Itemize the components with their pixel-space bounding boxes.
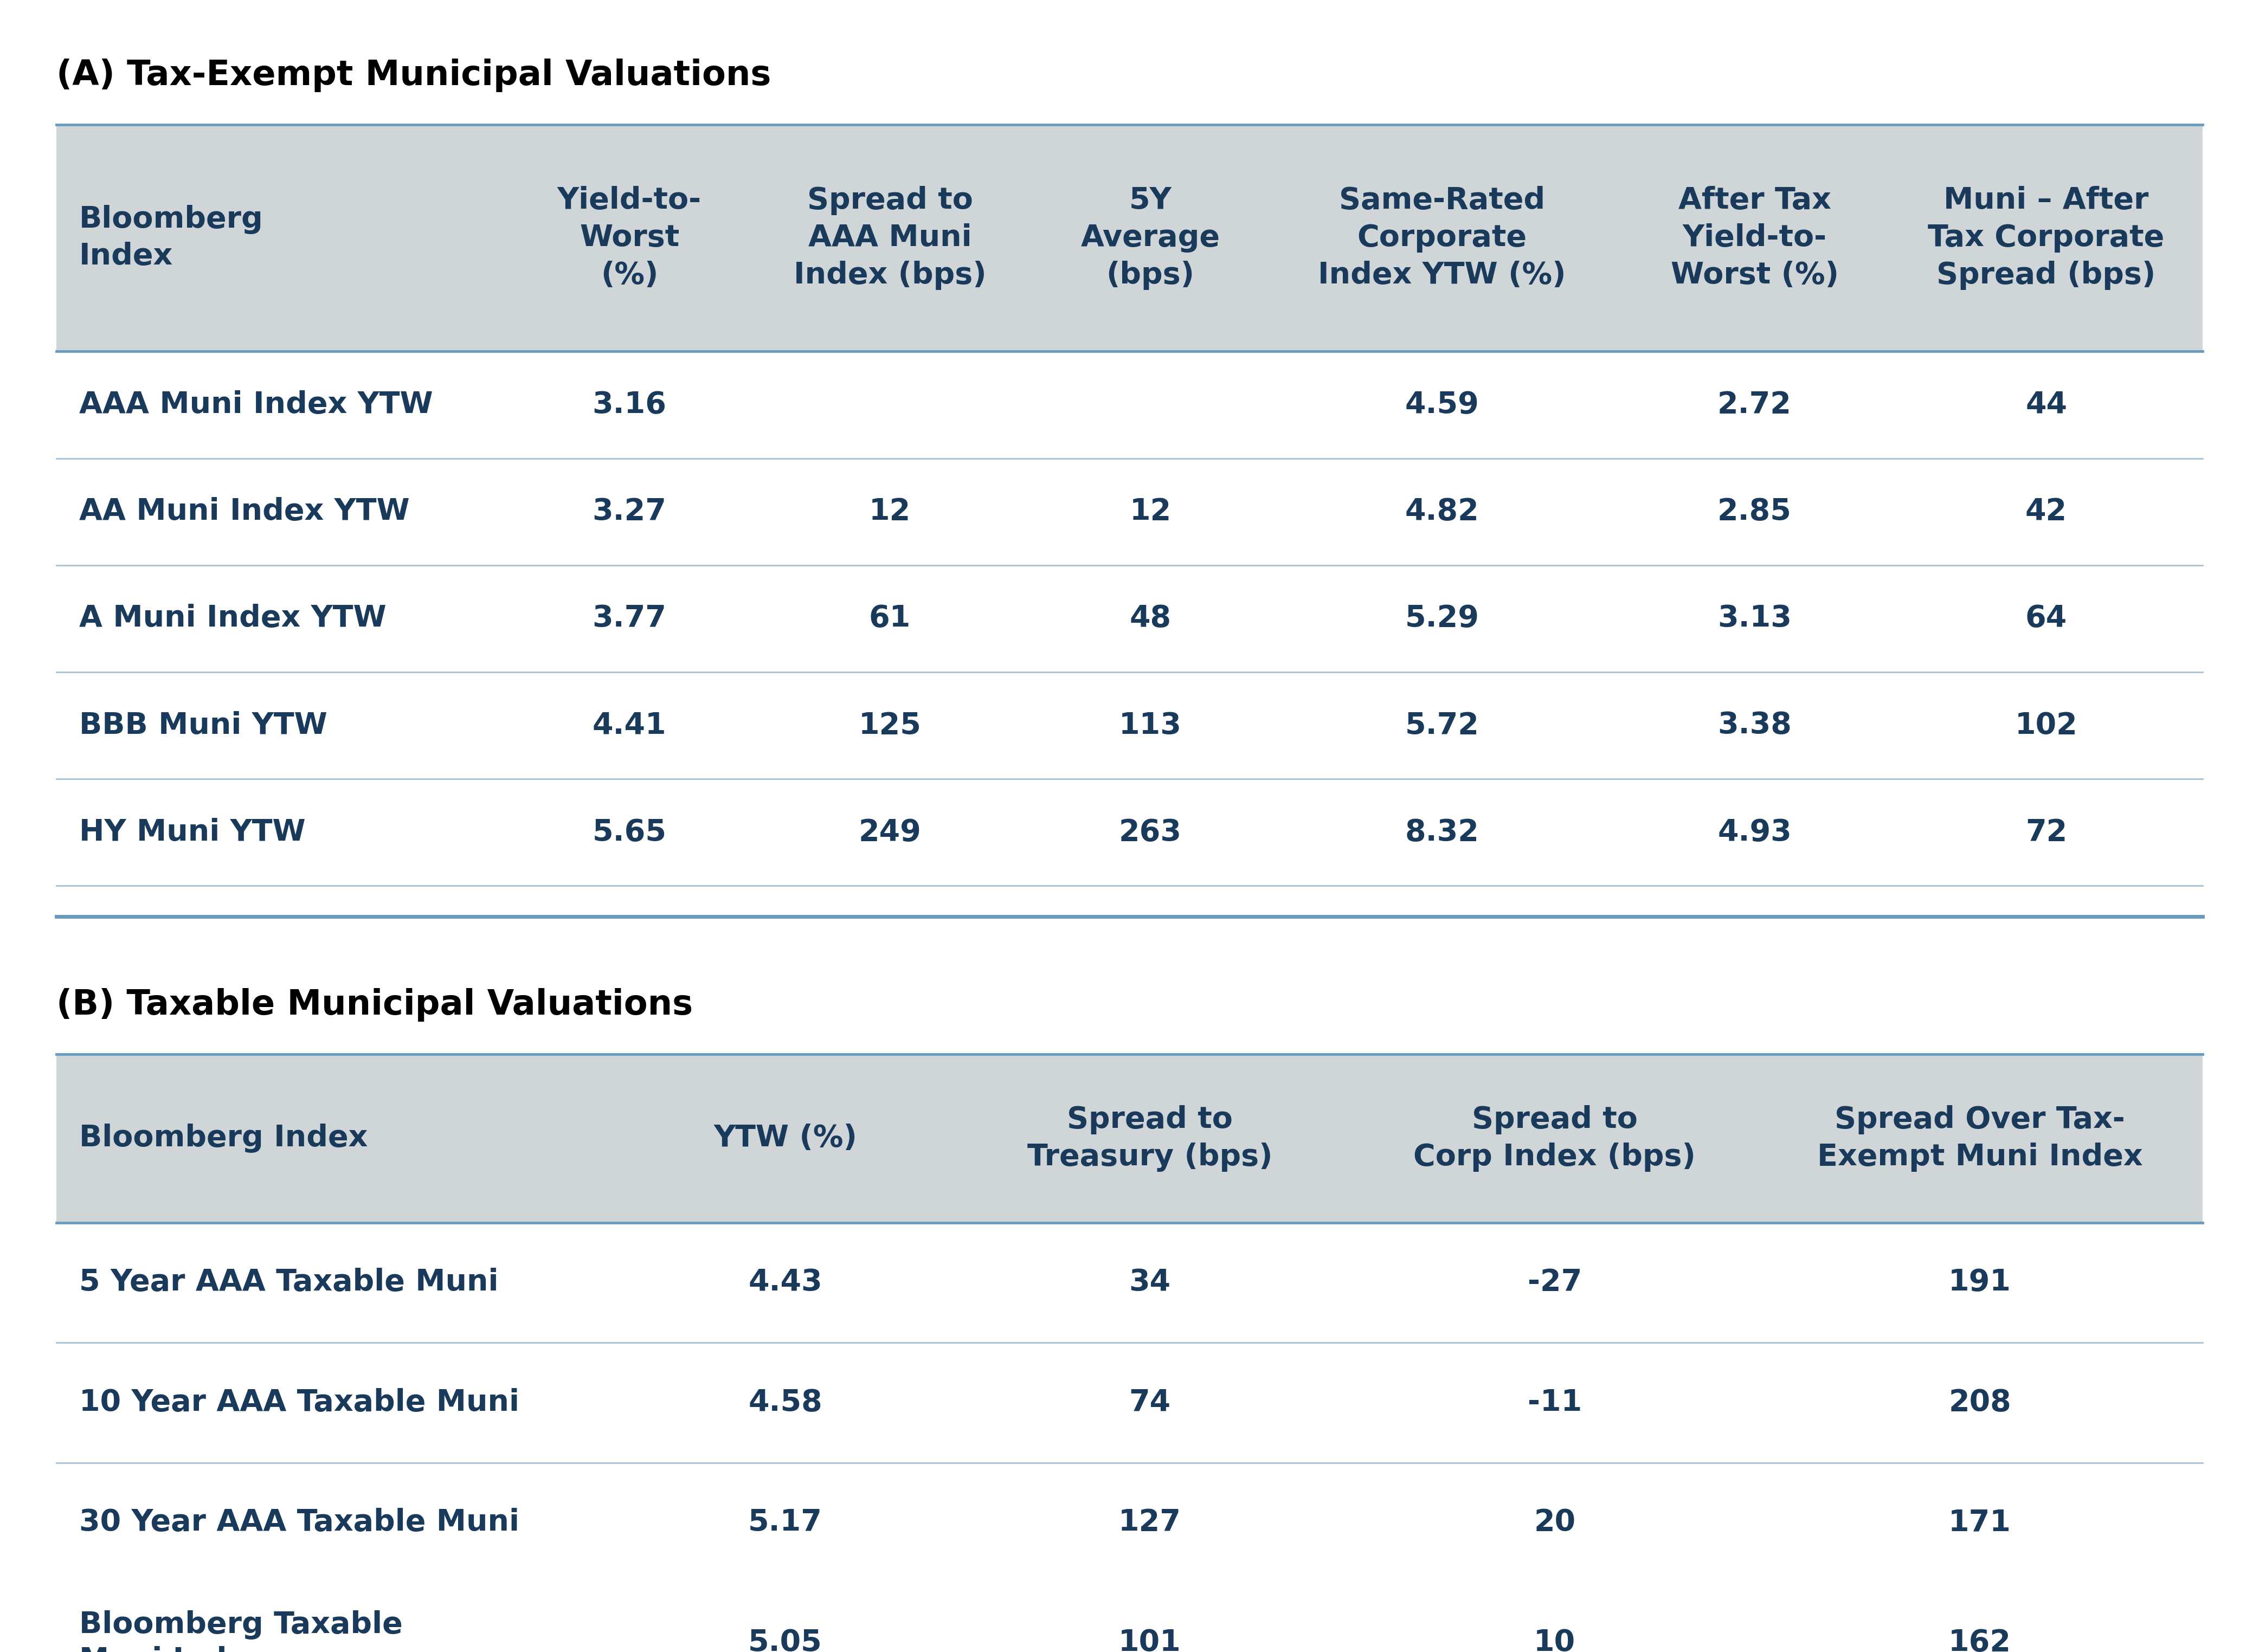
Bar [56,1054,2203,1222]
Text: 127: 127 [1118,1508,1181,1538]
Text: 61: 61 [870,605,910,633]
Text: 44: 44 [2026,390,2067,420]
Text: A Muni Index YTW: A Muni Index YTW [79,605,386,633]
Text: 64: 64 [2026,605,2067,633]
Text: 4.43: 4.43 [748,1269,822,1297]
Text: 208: 208 [1950,1388,2011,1417]
Text: Spread to
Treasury (bps): Spread to Treasury (bps) [1028,1105,1272,1171]
Text: 102: 102 [2015,710,2078,740]
Text: 10: 10 [1534,1629,1575,1652]
Text: 3.38: 3.38 [1717,710,1791,740]
Text: 34: 34 [1130,1269,1170,1297]
Text: 12: 12 [1130,497,1170,527]
Text: After Tax
Yield-to-
Worst (%): After Tax Yield-to- Worst (%) [1672,187,1839,289]
Text: 4.59: 4.59 [1405,390,1480,420]
Text: (A) Tax-Exempt Municipal Valuations: (A) Tax-Exempt Municipal Valuations [56,58,770,93]
Text: -11: -11 [1527,1388,1581,1417]
Text: 3.77: 3.77 [592,605,666,633]
Text: 113: 113 [1118,710,1181,740]
Text: 4.93: 4.93 [1717,818,1791,847]
Text: 171: 171 [1950,1508,2011,1538]
Text: 162: 162 [1947,1629,2011,1652]
Text: 3.27: 3.27 [592,497,666,527]
Text: 4.82: 4.82 [1405,497,1480,527]
Text: AAA Muni Index YTW: AAA Muni Index YTW [79,390,434,420]
Text: 10 Year AAA Taxable Muni: 10 Year AAA Taxable Muni [79,1388,520,1417]
Text: 5 Year AAA Taxable Muni: 5 Year AAA Taxable Muni [79,1269,499,1297]
Text: (B) Taxable Municipal Valuations: (B) Taxable Municipal Valuations [56,988,694,1023]
Text: Muni – After
Tax Corporate
Spread (bps): Muni – After Tax Corporate Spread (bps) [1927,187,2164,289]
Text: HY Muni YTW: HY Muni YTW [79,818,305,847]
Text: Bloomberg
Index: Bloomberg Index [79,205,264,271]
Text: 3.16: 3.16 [592,390,666,420]
Text: 125: 125 [858,710,922,740]
Text: 5.05: 5.05 [748,1629,822,1652]
Text: 5.17: 5.17 [748,1508,822,1538]
Text: Spread to
Corp Index (bps): Spread to Corp Index (bps) [1414,1105,1697,1171]
Text: 72: 72 [2026,818,2067,847]
Text: 5.29: 5.29 [1405,605,1480,633]
Text: Spread to
AAA Muni
Index (bps): Spread to AAA Muni Index (bps) [793,187,987,289]
Text: Spread Over Tax-
Exempt Muni Index: Spread Over Tax- Exempt Muni Index [1816,1105,2142,1171]
Text: 4.58: 4.58 [748,1388,822,1417]
Text: 8.32: 8.32 [1405,818,1480,847]
Text: 42: 42 [2026,497,2067,527]
Text: Same-Rated
Corporate
Index YTW (%): Same-Rated Corporate Index YTW (%) [1317,187,1565,289]
Text: 74: 74 [1130,1388,1170,1417]
Text: -27: -27 [1527,1269,1581,1297]
Text: 5.65: 5.65 [592,818,666,847]
Text: 4.41: 4.41 [592,710,666,740]
Text: 48: 48 [1130,605,1170,633]
Text: YTW (%): YTW (%) [714,1123,856,1153]
Text: 249: 249 [858,818,922,847]
Text: 2.85: 2.85 [1717,497,1791,527]
Text: 12: 12 [870,497,910,527]
Text: AA Muni Index YTW: AA Muni Index YTW [79,497,409,527]
Bar [56,124,2203,352]
Text: Bloomberg Taxable
Muni Index: Bloomberg Taxable Muni Index [79,1611,402,1652]
Text: 3.13: 3.13 [1717,605,1791,633]
Text: 191: 191 [1950,1269,2011,1297]
Text: BBB Muni YTW: BBB Muni YTW [79,710,328,740]
Text: 263: 263 [1118,818,1181,847]
Text: Bloomberg Index: Bloomberg Index [79,1123,368,1153]
Text: Yield-to-
Worst
(%): Yield-to- Worst (%) [558,187,703,289]
Text: 5Y
Average
(bps): 5Y Average (bps) [1080,187,1220,289]
Text: 5.72: 5.72 [1405,710,1480,740]
Text: 20: 20 [1534,1508,1575,1538]
Text: 30 Year AAA Taxable Muni: 30 Year AAA Taxable Muni [79,1508,520,1538]
Text: 2.72: 2.72 [1717,390,1791,420]
Text: 101: 101 [1118,1629,1181,1652]
